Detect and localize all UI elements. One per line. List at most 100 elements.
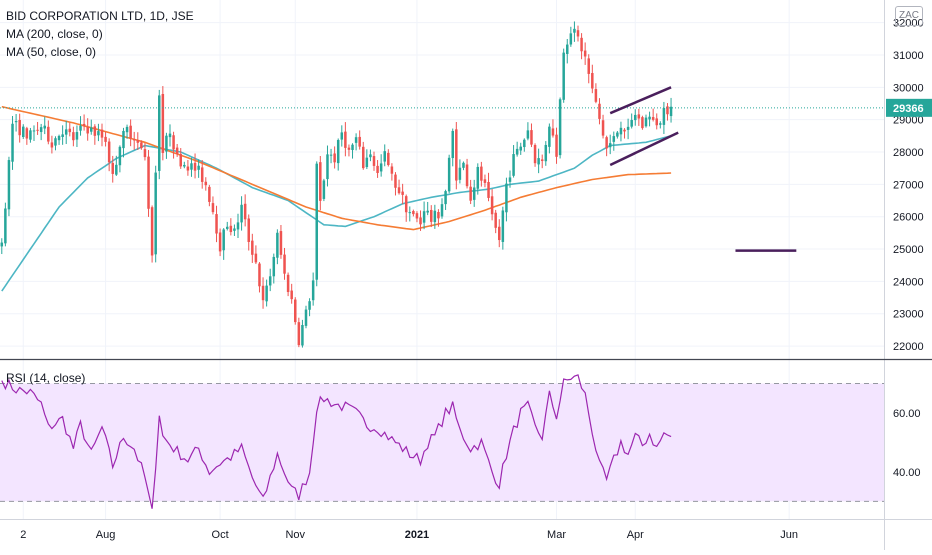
candle-body [0, 242, 4, 247]
candle [537, 148, 540, 174]
candle [122, 127, 125, 158]
candle-body [86, 126, 89, 134]
candle [605, 135, 608, 157]
candle-body [211, 203, 215, 213]
candle [18, 113, 21, 143]
candle [498, 219, 501, 248]
candle [297, 317, 301, 348]
candle [54, 136, 57, 151]
candle [558, 97, 562, 159]
currency-badge[interactable]: ZAC [895, 6, 923, 26]
candle-body [36, 129, 39, 131]
candle [426, 201, 429, 216]
candle [100, 123, 104, 147]
candle-body [258, 263, 261, 287]
candle-body [644, 117, 648, 127]
candle-body [236, 222, 240, 230]
candle [630, 113, 633, 129]
candle-body [57, 135, 61, 141]
candle-body [512, 154, 515, 176]
candle-body [523, 139, 526, 148]
candle-body [612, 136, 616, 142]
time-tick-label: Aug [96, 529, 116, 541]
candle-body [666, 106, 669, 115]
candle [404, 194, 408, 222]
candle [447, 154, 451, 194]
candle-body [233, 228, 236, 231]
candle-body [569, 33, 573, 45]
candle-body [347, 147, 351, 150]
candle [651, 108, 655, 122]
candle-body [440, 204, 444, 217]
candle [301, 319, 304, 348]
time-tick-label: 2 [20, 529, 26, 541]
candle [583, 42, 587, 65]
candle [14, 114, 18, 132]
candle-body [243, 203, 247, 220]
candle-body [186, 166, 190, 171]
candle [11, 115, 14, 170]
candle [480, 161, 483, 187]
candle-body [422, 211, 426, 223]
candle [190, 157, 193, 177]
candle [662, 101, 666, 134]
candle [634, 109, 637, 126]
candle-body [630, 119, 633, 127]
candle-body [308, 301, 311, 310]
candle-body [204, 181, 208, 186]
time-tick-label: Nov [285, 529, 305, 541]
candle [290, 283, 293, 304]
rsi-line [1, 374, 672, 509]
candle-body [197, 165, 200, 170]
candle [47, 120, 50, 145]
ma50-legend[interactable]: MA (50, close, 0) [6, 45, 97, 59]
ma200-legend[interactable]: MA (200, close, 0) [6, 27, 103, 41]
symbol-title[interactable]: BID CORPORATION LTD, 1D, JSE [6, 9, 194, 23]
candle [208, 184, 211, 207]
candle [251, 233, 254, 263]
candle [319, 155, 322, 211]
candle-body [465, 164, 469, 187]
candle-body [601, 120, 605, 136]
candle-body [140, 142, 143, 149]
candle-body [426, 210, 429, 213]
candle-body [333, 153, 336, 163]
candle-body [229, 225, 233, 233]
candle [61, 125, 64, 145]
candle-body [93, 126, 97, 136]
candle-body [340, 132, 344, 140]
price-tick-label: 24000 [893, 276, 924, 288]
candle [229, 218, 233, 236]
candle [505, 177, 508, 222]
last-price-label: 29366 [893, 103, 924, 115]
candle [68, 122, 72, 137]
candle-body [47, 126, 50, 142]
candle-body [662, 107, 666, 125]
candle [43, 116, 46, 135]
candle-body [329, 154, 333, 156]
candle-body [247, 218, 250, 242]
candle [115, 155, 118, 176]
candle [397, 179, 401, 195]
candle-body [594, 89, 598, 102]
candle-body [22, 126, 25, 138]
rsi-legend[interactable]: RSI (14, close) [6, 371, 86, 385]
candle [268, 268, 272, 292]
price-tick-label: 32000 [893, 18, 924, 30]
candle [487, 172, 490, 202]
candle [580, 33, 583, 60]
candle-body [551, 128, 555, 136]
candle-body [501, 210, 505, 242]
candle-body [190, 163, 193, 170]
candle-body [90, 127, 93, 132]
candle-body [530, 130, 533, 145]
candle [150, 205, 154, 263]
candle [358, 130, 361, 150]
candle-body [11, 123, 14, 162]
candle [383, 144, 386, 167]
candle [265, 279, 268, 307]
candle-body [562, 52, 565, 100]
candle-body [555, 134, 558, 157]
